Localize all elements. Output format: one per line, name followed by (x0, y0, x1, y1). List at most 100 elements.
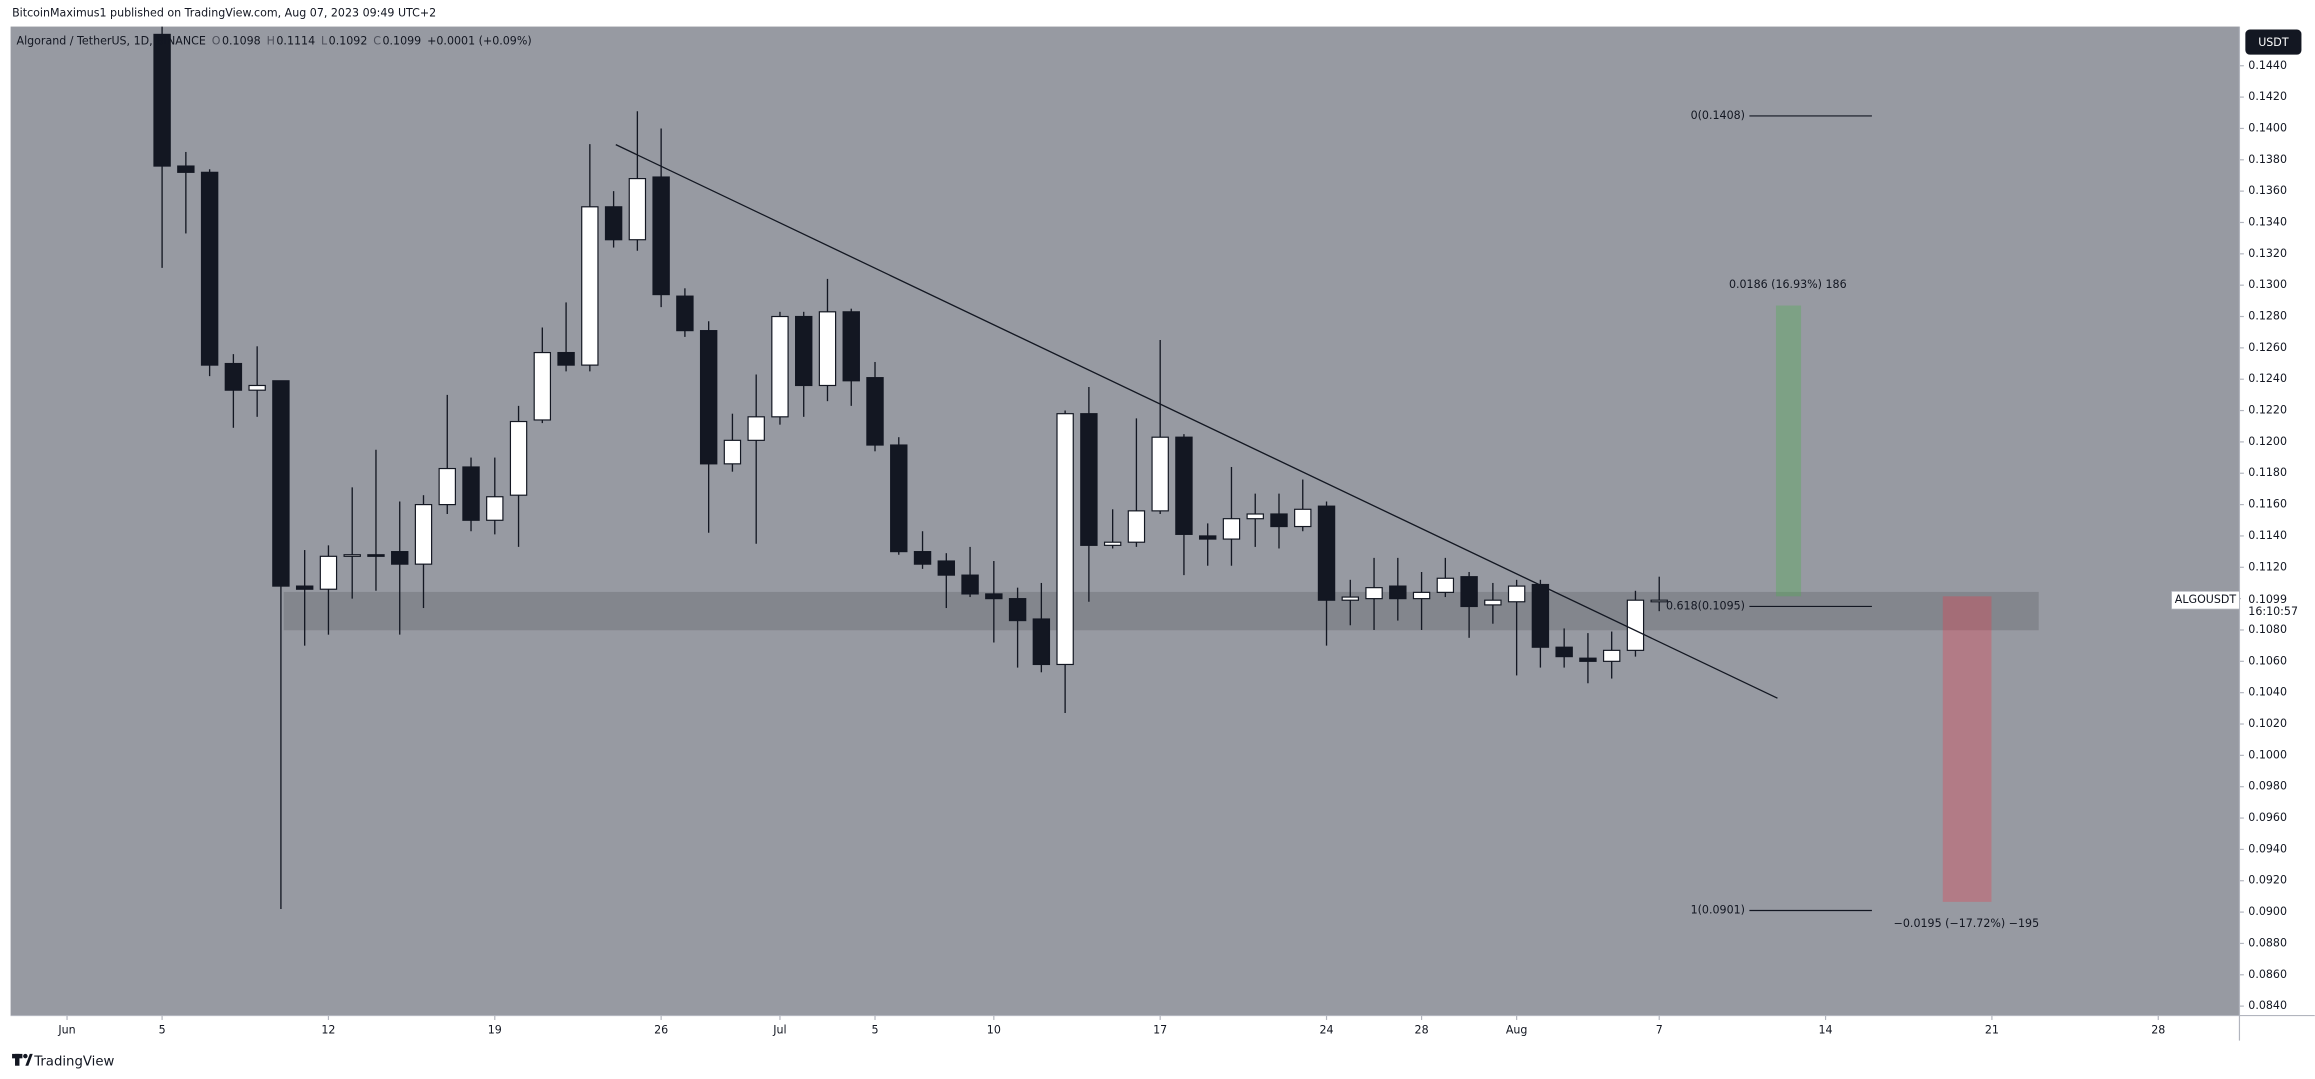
y-tick-label: 0.0940 (2248, 842, 2287, 855)
candle-body-up (1650, 599, 1668, 603)
y-tick-label: 0.0960 (2248, 811, 2287, 824)
x-tick-label: Jul (772, 1023, 786, 1036)
candle-body-up (1412, 591, 1431, 600)
candle-body-down (985, 593, 1003, 600)
candle-body-down (1270, 513, 1288, 528)
candle-body-up (1294, 508, 1312, 528)
candle-body-down (795, 315, 813, 387)
candle-body-up (343, 554, 361, 557)
ohlc-value: 0.1092 (329, 34, 368, 47)
y-tick-label: 0.1260 (2248, 341, 2287, 354)
y-tick-label: 0.1000 (2248, 748, 2287, 761)
y-tick-label: 0.1440 (2248, 59, 2287, 72)
candle-body-up (533, 351, 552, 421)
candle-body-down (842, 311, 860, 382)
footer-logo (12, 1053, 33, 1066)
candle-body-up (1507, 585, 1526, 603)
x-tick-label: Aug (1506, 1023, 1528, 1036)
candle-body-up (1626, 599, 1645, 651)
x-tick-label: 5 (159, 1023, 166, 1036)
candle-body-up (486, 496, 504, 521)
candle-body-up (319, 555, 338, 590)
plot-background (10, 26, 2240, 1016)
y-tick-label: 0.1300 (2248, 278, 2287, 291)
x-tick-label: 10 (987, 1023, 1001, 1036)
candle-body-down (391, 551, 409, 565)
x-tick-label: 5 (871, 1023, 878, 1036)
ohlc-label: O (212, 34, 221, 47)
candle-body-down (604, 206, 623, 241)
candle-body-down (890, 444, 908, 553)
candle-body-up (1127, 510, 1146, 543)
candle-body-down (1008, 598, 1027, 622)
candles (153, 26, 1668, 909)
y-tick-label: 0.1420 (2248, 90, 2287, 103)
candle-body-up (248, 384, 266, 391)
y-tick-label: 0.0980 (2248, 780, 2287, 793)
symbol: Algorand / TetherUS, 1D, BINANCE (17, 34, 206, 47)
footer-brand: TradingView (33, 1054, 114, 1069)
currency-badge[interactable] (2245, 29, 2302, 55)
logo-part (25, 1053, 33, 1066)
candle-body-down (866, 377, 884, 446)
y-tick-label: 0.0860 (2248, 968, 2287, 981)
candle-body-up (1222, 518, 1241, 540)
y-tick-label: 0.1180 (2248, 466, 2287, 479)
currency[interactable]: USDT (2258, 36, 2289, 49)
candle-body-up (1602, 649, 1621, 662)
y-tick-label: 0.1200 (2248, 435, 2287, 448)
x-tick-label: Jun (57, 1023, 75, 1036)
candle-body-down (1531, 583, 1550, 648)
candle-body-up (509, 420, 528, 496)
candle-body-down (1555, 646, 1573, 658)
candle-body-down (557, 351, 575, 366)
candle-body-down (676, 295, 694, 332)
x-tick-label: 17 (1153, 1023, 1167, 1036)
candle-body-down (1579, 657, 1597, 662)
y-tick-label: 0.1080 (2248, 623, 2287, 636)
x-tick-label: 7 (1656, 1023, 1663, 1036)
logo-part (15, 1053, 20, 1066)
candle-body-down (224, 362, 243, 391)
candle-body-up (581, 206, 599, 366)
candle-body-down (295, 585, 314, 590)
trend-line (615, 144, 1778, 699)
ohlc-label: H (267, 34, 275, 47)
ohlc-value: 0.1099 (383, 34, 422, 47)
candle-body-up (1341, 596, 1359, 601)
candle-body-down (961, 574, 979, 595)
y-tick-label: 0.1060 (2248, 654, 2287, 667)
y-tick-label: 0.1020 (2248, 717, 2287, 730)
long-position-label: 0.0186 (16.93%) 186 (1729, 278, 1847, 291)
price-badge (2240, 591, 2315, 621)
y-tick-label: 0.1340 (2248, 215, 2287, 228)
y-tick-label: 0.1320 (2248, 247, 2287, 260)
y-tick-label: 0.0900 (2248, 905, 2287, 918)
candle-body-up (628, 178, 647, 241)
y-tick-label: 0.1120 (2248, 560, 2287, 573)
y-tick-label: 0.1240 (2248, 372, 2287, 385)
short-position-label: −0.0195 (−17.72%) −195 (1894, 917, 2039, 930)
last-price: 0.1099 (2248, 593, 2287, 606)
y-tick-label: 0.0880 (2248, 936, 2287, 949)
ohlc-change: +0.0001 (+0.09%) (427, 34, 532, 47)
ohlc-label: C (373, 34, 381, 47)
long-target-box (1775, 305, 1802, 597)
x-tick-label: 28 (1415, 1023, 1429, 1036)
y-tick-label: 0.1380 (2248, 153, 2287, 166)
symbol-legend: Algorand / TetherUS, 1D, BINANCE O0.1098 H… (17, 34, 532, 47)
symbol-badge (2171, 590, 2240, 610)
ohlc-value: 0.1114 (276, 34, 315, 47)
candle-body-down (652, 176, 670, 296)
candle-body-down (177, 165, 195, 173)
candle-body-up (1365, 587, 1383, 600)
candle-body-down (153, 33, 171, 167)
x-tick-label: 24 (1319, 1023, 1333, 1036)
fib-level-label: 0.618(0.1095) (1666, 599, 1745, 612)
candle-body-up (771, 315, 789, 418)
countdown: 16:10:57 (2248, 605, 2298, 618)
candle-body-up (438, 467, 456, 506)
y-tick-label: 0.1140 (2248, 529, 2287, 542)
ohlc-label: L (321, 34, 328, 47)
y-tick-label: 0.1280 (2248, 310, 2287, 323)
